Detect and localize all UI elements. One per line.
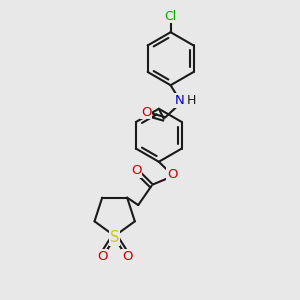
- Text: S: S: [110, 230, 119, 245]
- Text: O: O: [141, 106, 152, 118]
- Text: Cl: Cl: [164, 10, 177, 22]
- Text: N: N: [175, 94, 185, 107]
- Text: O: O: [131, 164, 141, 177]
- Text: O: O: [122, 250, 133, 263]
- Text: O: O: [167, 168, 177, 181]
- Text: H: H: [187, 94, 196, 107]
- Text: O: O: [97, 250, 107, 263]
